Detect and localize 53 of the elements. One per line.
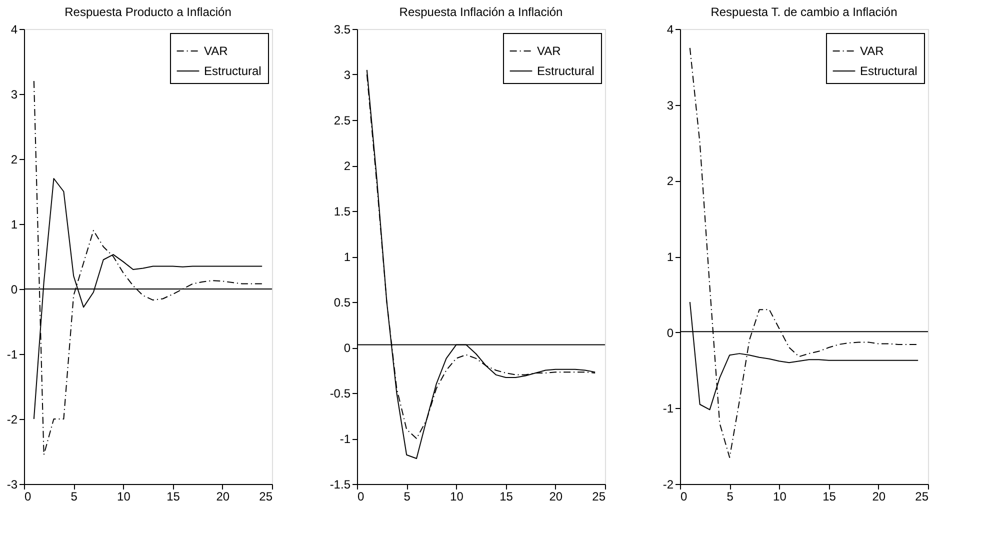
- x-tick-label: 20: [216, 490, 230, 504]
- y-tick-label: 0: [10, 282, 18, 296]
- legend-label: Estructural: [537, 64, 594, 78]
- x-tick-label: 20: [549, 490, 563, 504]
- y-tick-label: 1: [344, 250, 351, 264]
- x-tick-label: 20: [872, 490, 886, 504]
- y-tick-label: 3.5: [334, 22, 351, 36]
- x-tick-label: 0: [358, 490, 364, 504]
- x-tick-label: 25: [259, 490, 273, 504]
- y-tick-label: -1: [6, 348, 18, 362]
- x-tick-label: 0: [24, 490, 32, 504]
- y-tick-label: -0.5: [330, 386, 351, 400]
- x-tick-label: 25: [592, 490, 606, 504]
- y-tick-label: 1.5: [334, 204, 351, 218]
- y-tick-label: 4: [666, 22, 674, 36]
- y-tick-label: -3: [6, 478, 18, 492]
- legend-label: Estructural: [860, 64, 918, 78]
- y-tick-label: 2.5: [334, 114, 351, 128]
- y-tick-label: -2: [662, 478, 674, 492]
- chart-title: Respuesta Producto a Inflación: [64, 5, 232, 19]
- x-tick-label: 15: [166, 490, 180, 504]
- y-tick-label: 0.5: [334, 296, 351, 310]
- y-tick-label: 4: [10, 22, 18, 36]
- y-tick-label: 1: [666, 250, 674, 264]
- y-tick-label: 1: [10, 218, 18, 232]
- y-tick-label: 2: [666, 174, 674, 188]
- x-tick-label: 10: [117, 490, 131, 504]
- legend-label: VAR: [537, 44, 562, 58]
- x-tick-label: 25: [915, 490, 929, 504]
- y-tick-label: 2: [344, 159, 351, 173]
- x-tick-label: 0: [680, 490, 688, 504]
- x-tick-label: 10: [450, 490, 464, 504]
- y-tick-label: 3: [344, 68, 351, 82]
- y-tick-label: 3: [10, 88, 18, 102]
- x-tick-label: 15: [822, 490, 836, 504]
- chart-title: Respuesta T. de cambio a Inflación: [710, 5, 898, 19]
- legend-label: VAR: [204, 44, 228, 58]
- y-tick-label: -2: [6, 412, 18, 426]
- x-tick-label: 10: [773, 490, 787, 504]
- x-tick-label: 5: [404, 490, 411, 504]
- x-tick-label: 15: [500, 490, 514, 504]
- chart-title: Respuesta Inflación a Inflación: [399, 5, 563, 19]
- y-tick-label: 0: [344, 341, 351, 355]
- y-tick-label: 2: [10, 152, 18, 166]
- legend-label: VAR: [860, 44, 884, 58]
- x-tick-label: 5: [726, 490, 734, 504]
- y-tick-label: 3: [666, 98, 674, 112]
- y-tick-label: -1: [340, 432, 351, 446]
- y-tick-label: 0: [666, 326, 674, 340]
- legend-label: Estructural: [204, 64, 262, 78]
- y-tick-label: -1.5: [330, 478, 351, 492]
- y-tick-label: -1: [662, 402, 674, 416]
- x-tick-label: 5: [70, 490, 78, 504]
